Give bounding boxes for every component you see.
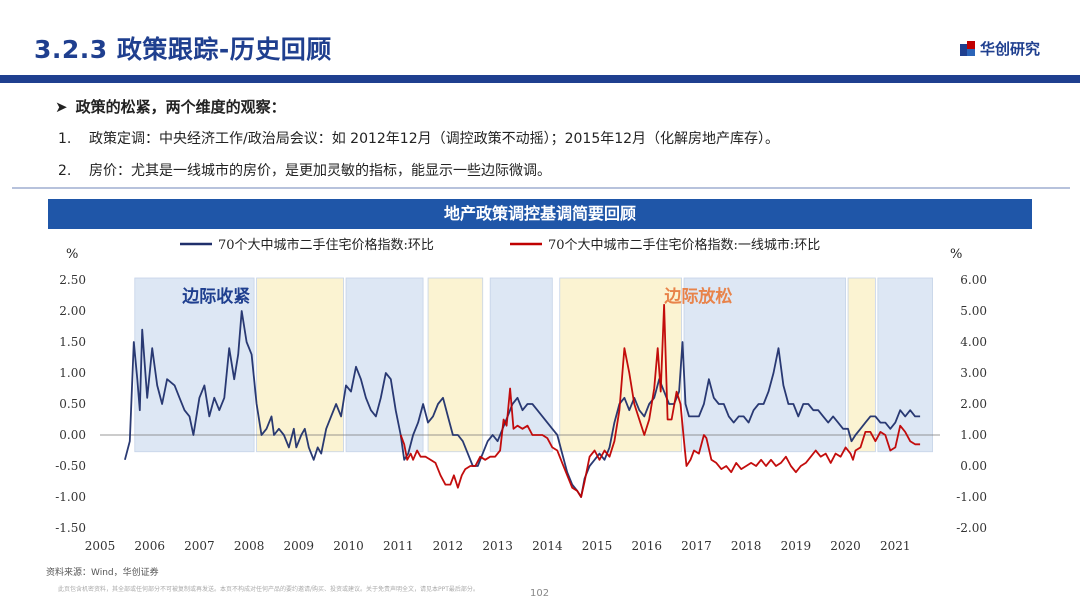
brand-logo: 华创研究 [959, 38, 1040, 59]
left-tick-label: 1.00 [59, 366, 86, 380]
right-tick-label: 5.00 [960, 304, 987, 318]
header-bar [0, 75, 1080, 83]
annotation-label: 边际收紧 [181, 286, 250, 307]
right-tick-label: 2.00 [960, 397, 987, 411]
x-tick-label: 2005 [85, 539, 116, 553]
left-axis-unit: % [66, 247, 78, 262]
list-item-number: 2. [58, 163, 72, 179]
left-tick-label: 2.50 [59, 273, 86, 287]
right-tick-label: -2.00 [956, 521, 987, 535]
list-item: 2. 房价：尤其是一线城市的房价，是更加灵敏的指标，能显示一些边际微调。 [58, 160, 551, 180]
policy-region-loose [847, 277, 876, 453]
left-tick-label: -1.00 [55, 490, 86, 504]
list-item: 1. 政策定调：中央经济工作/政治局会议：如 2012年12月（调控政策不动摇）；… [58, 128, 779, 148]
intro-heading: ➤ 政策的松紧，两个维度的观察： [55, 96, 286, 117]
x-tick-label: 2010 [333, 539, 364, 553]
legend-label: 70个大中城市二手住宅价格指数:环比 [218, 237, 434, 253]
legend-label: 70个大中城市二手住宅价格指数:一线城市:环比 [548, 237, 820, 253]
x-tick-label: 2019 [781, 539, 812, 553]
brand-mark-icon [959, 41, 975, 56]
list-item-text: 政策定调：中央经济工作/政治局会议：如 2012年12月（调控政策不动摇）；20… [89, 131, 780, 147]
x-tick-label: 2018 [731, 539, 762, 553]
page-title: 3.2.3 政策跟踪-历史回顾 [34, 35, 332, 64]
series-line-2 [399, 303, 921, 498]
page-number: 102 [530, 588, 550, 599]
disclaimer: 此页包含机密资料，其全部或任何部分不可被复制或再发送。本页不构成对任何产品的要约… [58, 586, 479, 593]
left-tick-label: 0.50 [59, 397, 86, 411]
brand-name: 华创研究 [979, 40, 1040, 58]
x-tick-label: 2020 [830, 539, 861, 553]
left-tick-label: -0.50 [55, 459, 86, 473]
x-tick-label: 2009 [284, 539, 315, 553]
right-tick-label: 4.00 [960, 335, 987, 349]
x-tick-label: 2013 [482, 539, 513, 553]
annotation-label: 边际放松 [663, 286, 732, 307]
x-tick-label: 2014 [532, 539, 563, 553]
x-tick-label: 2006 [134, 539, 165, 553]
series-line-1 [124, 310, 921, 498]
source-note: 资料来源：Wind，华创证券 [46, 568, 159, 578]
left-tick-label: 2.00 [59, 304, 86, 318]
left-tick-label: 1.50 [59, 335, 86, 349]
right-tick-label: -1.00 [956, 490, 987, 504]
left-tick-label: 0.00 [59, 428, 86, 442]
x-tick-label: 2008 [234, 539, 265, 553]
x-tick-label: 2015 [582, 539, 613, 553]
right-tick-label: 3.00 [960, 366, 987, 380]
list-item-number: 1. [58, 131, 72, 147]
x-tick-label: 2012 [433, 539, 464, 553]
chart-header: 地产政策调控基调简要回顾 [48, 199, 1032, 229]
intro-heading-text: 政策的松紧，两个维度的观察： [75, 98, 286, 116]
x-tick-label: 2007 [184, 539, 215, 553]
right-tick-label: 6.00 [960, 273, 987, 287]
bullet-arrow-icon: ➤ [55, 98, 68, 116]
policy-region-tight [683, 277, 846, 453]
policy-region-loose [256, 277, 344, 453]
x-tick-label: 2017 [681, 539, 712, 553]
x-tick-label: 2011 [383, 539, 414, 553]
x-tick-label: 2021 [880, 539, 911, 553]
section-divider [12, 187, 1070, 189]
right-tick-label: 0.00 [960, 459, 987, 473]
right-axis-unit: % [950, 247, 962, 262]
x-tick-label: 2016 [631, 539, 662, 553]
policy-region-loose [559, 277, 682, 453]
policy-region-loose [427, 277, 484, 453]
list-item-text: 房价：尤其是一线城市的房价，是更加灵敏的指标，能显示一些边际微调。 [89, 163, 551, 179]
left-tick-label: -1.50 [55, 521, 86, 535]
policy-region-tight [877, 277, 933, 453]
policy-region-tight [489, 277, 553, 453]
right-tick-label: 1.00 [960, 428, 987, 442]
policy-region-tight [345, 277, 424, 453]
